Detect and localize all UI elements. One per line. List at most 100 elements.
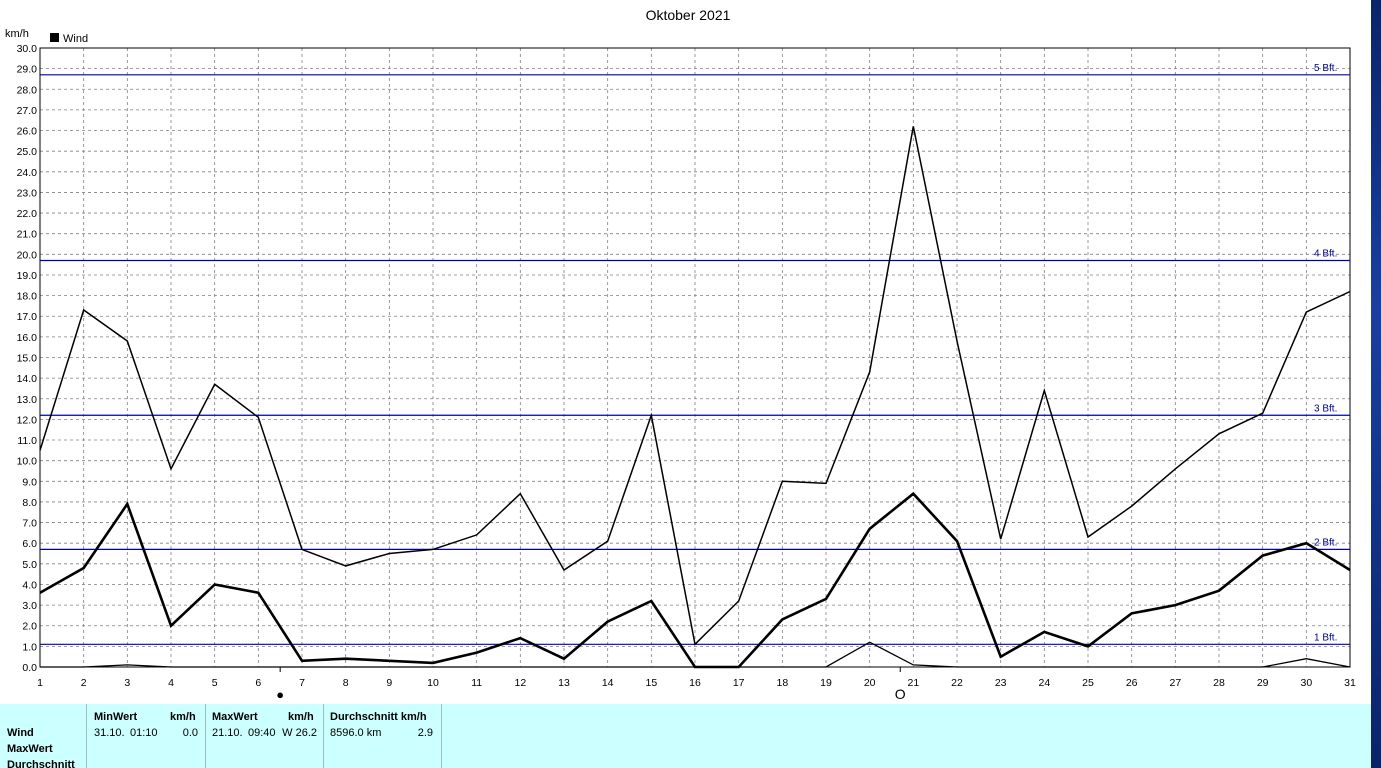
x-tick-label: 14 [602,677,614,689]
beaufort-label: 1 Bft. [1314,632,1337,643]
x-tick-label: 9 [386,677,392,689]
x-tick-label: 13 [558,677,570,689]
x-tick-label: 7 [299,677,305,689]
moon-markers: ● O [276,667,906,702]
legend-swatch-wind [50,33,59,42]
x-tick-label: 15 [645,677,657,689]
min-unit: km/h [170,711,196,723]
statistics-panel: Wind MaxWert Durchschnitt MinWert km/h 3… [0,704,1371,768]
y-tick-label: 5.0 [22,559,37,571]
wind-chart: Oktober 2021 km/h Wind 1 Bft. 2 Bft. 3 Bft… [5,7,1356,702]
y-tick-label: 0.0 [22,662,37,674]
x-tick-label: 24 [1038,677,1050,689]
max-date: 21.10. [212,727,243,739]
x-tick-label: 11 [471,677,482,689]
max-column: MaxWert km/h 21.10. 09:40 W 26.2 [205,704,324,768]
x-tick-label: 8 [343,677,349,689]
x-tick-label: 4 [168,677,174,689]
chart-title: Oktober 2021 [646,7,731,23]
y-tick-label: 29.0 [17,64,38,76]
y-tick-label: 11.0 [17,435,37,447]
x-tick-label: 16 [689,677,701,689]
x-tick-label: 28 [1213,677,1225,689]
y-tick-label: 15.0 [17,353,38,365]
min-header: MinWert [94,711,138,723]
y-tick-label: 6.0 [22,538,37,550]
moon-marker-full: O [895,686,906,702]
x-tick-label: 3 [124,677,130,689]
x-tick-label: 10 [427,677,439,689]
y-tick-label: 30.0 [17,43,38,55]
y-tick-label: 20.0 [17,249,38,261]
max-unit: km/h [288,711,314,723]
x-tick-label: 27 [1169,677,1181,689]
moon-marker-new: ● [276,687,284,702]
beaufort-label: 2 Bft. [1314,537,1337,548]
avg-column: Durchschnitt km/h 8596.0 km 2.9 [323,704,442,768]
min-date: 31.10. [94,727,125,739]
y-tick-label: 21.0 [17,229,38,241]
y-tick-label: 26.0 [17,126,38,138]
grid-layer [39,47,1351,668]
x-tick-label: 1 [37,677,43,689]
tick-labels: 0.01.02.03.04.05.06.07.08.09.010.011.012… [17,43,1356,689]
y-tick-label: 25.0 [17,146,38,158]
x-tick-label: 17 [733,677,745,689]
max-value: W 26.2 [282,727,317,739]
row-label-durchschnitt: Durchschnitt [7,759,75,768]
beaufort-label: 5 Bft. [1314,63,1337,74]
x-tick-label: 5 [212,677,218,689]
min-time: 01:10 [130,727,158,739]
y-tick-label: 27.0 [17,105,38,117]
series-layer [39,126,1351,669]
y-tick-label: 16.0 [17,332,38,344]
row-label-wind: Wind [7,727,34,739]
min-column: MinWert km/h 31.10. 01:10 0.0 [86,704,206,768]
x-tick-label: 25 [1082,677,1094,689]
beaufort-label: 3 Bft. [1314,403,1337,414]
x-tick-label: 12 [514,677,526,689]
y-tick-label: 1.0 [22,641,37,653]
y-tick-label: 28.0 [17,84,38,96]
y-tick-label: 24.0 [17,167,38,179]
series-line-max [39,126,1351,646]
max-time: 09:40 [248,727,276,739]
y-tick-label: 13.0 [17,394,38,406]
series-line-min [40,641,1351,668]
row-labels-column: Wind MaxWert Durchschnitt [0,704,87,768]
avg-distance: 8596.0 km [330,727,382,739]
y-tick-label: 22.0 [17,208,38,220]
y-tick-label: 8.0 [22,497,37,509]
y-tick-label: 2.0 [22,621,37,633]
x-tick-label: 19 [820,677,832,689]
y-tick-label: 14.0 [17,373,38,385]
y-tick-label: 9.0 [22,476,37,488]
y-tick-label: 10.0 [17,456,38,468]
y-tick-label: 4.0 [22,579,37,591]
x-tick-label: 21 [907,677,919,689]
x-tick-label: 6 [255,677,261,689]
max-header: MaxWert [212,711,258,723]
y-axis-unit-label: km/h [5,28,29,40]
y-tick-label: 18.0 [17,291,38,303]
y-tick-label: 7.0 [22,518,37,530]
min-value: 0.0 [182,727,198,739]
x-tick-label: 31 [1344,677,1356,689]
avg-value: 2.9 [417,727,433,739]
x-tick-label: 26 [1126,677,1138,689]
y-tick-label: 3.0 [22,600,37,612]
y-tick-label: 19.0 [17,270,38,282]
x-tick-label: 29 [1257,677,1269,689]
y-tick-label: 23.0 [17,187,38,199]
legend-label-wind: Wind [63,33,88,45]
avg-header: Durchschnitt km/h [330,711,427,723]
x-tick-label: 23 [995,677,1007,689]
x-tick-label: 22 [951,677,963,689]
x-tick-label: 30 [1300,677,1312,689]
y-tick-label: 12.0 [17,414,38,426]
x-tick-label: 20 [864,677,876,689]
window-edge-strip [1371,0,1381,768]
beaufort-label: 4 Bft. [1314,249,1337,260]
row-label-maxwert: MaxWert [7,743,53,755]
x-tick-label: 2 [81,677,87,689]
